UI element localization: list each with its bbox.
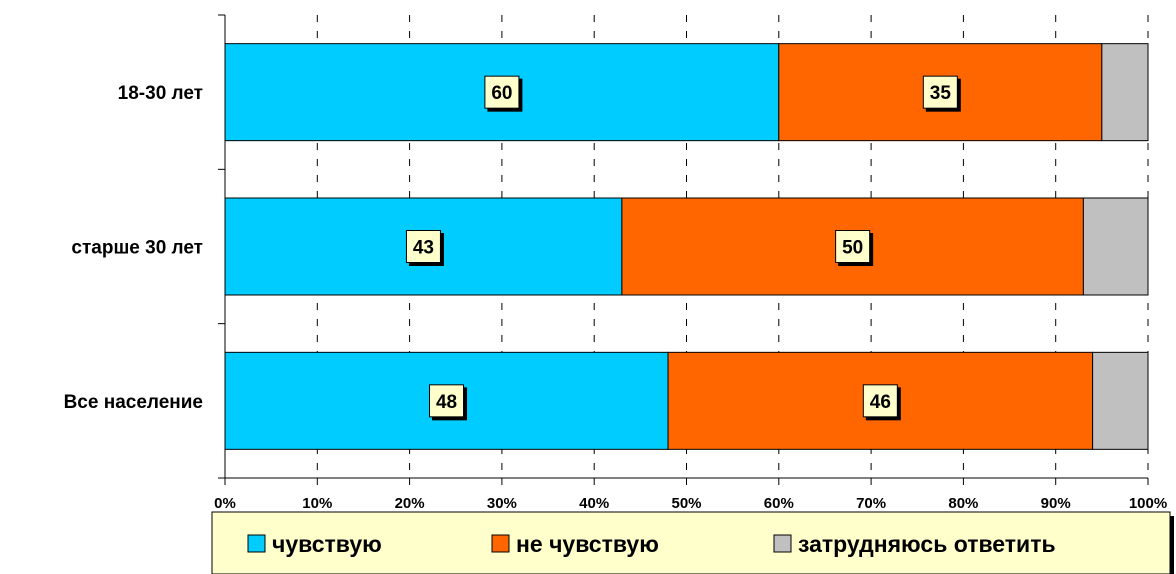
category-label: 18-30 лет (118, 83, 203, 104)
data-label-box (862, 384, 898, 418)
legend-swatch (773, 534, 792, 553)
data-label-box (429, 384, 465, 418)
x-tick-label: 80% (948, 495, 978, 512)
category-label: Все население (64, 392, 203, 413)
x-tick-label: 100% (1129, 495, 1167, 512)
legend-label: не чувствую (516, 531, 659, 557)
data-label: 35 (930, 83, 952, 104)
bar-segment (1082, 197, 1149, 296)
legend-label: чувствую (272, 531, 382, 557)
data-label: 46 (870, 392, 891, 413)
x-tick-label: 20% (395, 495, 425, 512)
data-label: 60 (491, 83, 512, 104)
x-tick-label: 30% (487, 495, 517, 512)
x-tick-label: 50% (671, 495, 701, 512)
data-label: 48 (436, 392, 457, 413)
bar-segment (1101, 43, 1149, 142)
data-label: 50 (842, 238, 863, 259)
data-label-box (484, 75, 520, 109)
data-label-box (405, 230, 441, 263)
legend-box (211, 511, 1171, 574)
data-label-box (922, 75, 958, 109)
data-labels: 60 35 43 50 48 46 (405, 75, 958, 418)
x-tick-labels: 0% 10% 20% 30% 40% 50% 60% 70% 80% 90% 100% (214, 495, 1167, 512)
category-labels: 18-30 лет старше 30 лет Все население (64, 83, 203, 413)
legend-swatch (247, 534, 266, 553)
category-label: старше 30 лет (71, 238, 203, 259)
legend: чувствую не чувствую затрудняюсь ответить (211, 511, 1174, 574)
bar-segment (1092, 351, 1149, 450)
x-tick-label: 60% (764, 495, 794, 512)
x-tick-label: 70% (856, 495, 886, 512)
x-tick-label: 10% (302, 495, 332, 512)
data-label-box (835, 230, 871, 263)
legend-swatch (491, 534, 510, 553)
x-tick-label: 90% (1041, 495, 1071, 512)
x-tick-label: 0% (214, 495, 236, 512)
legend-label: затрудняюсь ответить (798, 531, 1056, 557)
bars (224, 43, 1149, 450)
x-tick-label: 40% (579, 495, 609, 512)
data-label: 43 (413, 238, 434, 259)
